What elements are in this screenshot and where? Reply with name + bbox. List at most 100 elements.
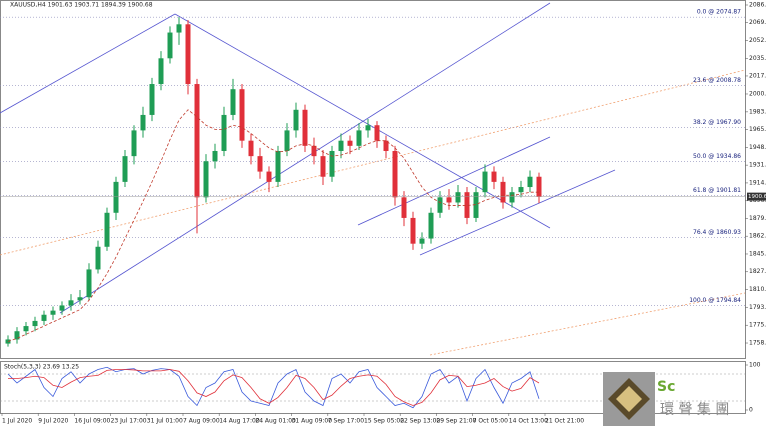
candle-body: [275, 150, 281, 182]
y-tick-label: 1931.25: [749, 162, 766, 169]
candle-body: [356, 130, 362, 146]
trend-line: [429, 292, 746, 356]
trend-line: [174, 13, 551, 229]
logo-mark: Sc: [657, 379, 675, 395]
candle-body: [437, 197, 443, 213]
candle-body: [401, 197, 407, 218]
x-tick-label: 21 Oct 21:00: [545, 418, 584, 425]
x-tick-label: 31 Aug 09:00: [292, 418, 333, 425]
fib-label: 50.0 @ 1934.86: [693, 153, 741, 160]
y-tick-label: 1879.50: [749, 215, 766, 222]
x-tick-label: 24 Aug 01:00: [255, 418, 296, 425]
y-tick-label: 2017.85: [749, 72, 766, 79]
main-panel: [0, 0, 746, 359]
candle-body: [86, 269, 92, 298]
indicator-line: [8, 369, 540, 406]
x-tick-label: 14 Aug 17:00: [219, 418, 260, 425]
candle-body: [131, 130, 137, 157]
indicator-line: [7, 366, 540, 409]
candle-body: [383, 140, 389, 151]
candle-body: [77, 297, 83, 301]
indicator-title: Stoch(5,3,3) 23.69 13.25: [4, 364, 79, 371]
x-tick-label: 29 Sep 21:00: [436, 418, 476, 425]
y-tick-label: 1965.90: [749, 126, 766, 133]
candle-body: [446, 197, 452, 203]
candle-body: [257, 156, 263, 172]
candle-body: [239, 89, 245, 141]
candle-body: [104, 212, 110, 247]
orange-lines: [0, 69, 746, 356]
indicator-tick-label: 0: [749, 407, 753, 414]
x-tick-label: 15 Sep 05:00: [364, 418, 404, 425]
candle-body: [293, 109, 299, 131]
y-tick-label: 1827.75: [749, 268, 766, 275]
candle-body: [455, 192, 461, 203]
candle-body: [527, 176, 533, 188]
candle-body: [158, 58, 164, 85]
x-tick-label: 7 Oct 05:00: [473, 418, 508, 425]
trend-line: [357, 136, 551, 226]
y-tick-label: 1758.55: [749, 340, 766, 347]
candle-body: [122, 156, 128, 182]
x-tick-label: 31 Jul 01:00: [147, 418, 183, 425]
x-tick-label: 7 Sep 17:00: [328, 418, 364, 425]
candle-body: [320, 156, 326, 177]
y-tick-label: 1914.00: [749, 179, 766, 186]
candle-body: [410, 217, 416, 244]
candle-body: [419, 238, 425, 244]
y-tick-label: 1983.00: [749, 108, 766, 115]
candle-body: [365, 125, 371, 131]
candle-body: [338, 140, 344, 151]
candle-body: [266, 171, 272, 182]
candle-body: [50, 310, 56, 315]
last-price-label: 1900.68: [748, 194, 766, 200]
candle-body: [167, 32, 173, 59]
trend-line: [59, 2, 551, 314]
y-tick-label: 1845.00: [749, 250, 766, 257]
x-tick-label: 7 Aug 09:00: [183, 418, 220, 425]
x-tick-label: 9 Jul 2020: [38, 418, 68, 425]
candle-body: [536, 176, 542, 197]
y-tick-label: 2069.60: [749, 19, 766, 26]
y-tick-label: 1775.80: [749, 322, 766, 329]
candle-body: [203, 161, 209, 198]
candle-body: [185, 24, 191, 85]
candle-body: [311, 145, 317, 157]
indicator-tick-label: 100: [749, 362, 761, 369]
candle-body: [509, 192, 515, 203]
candle-body: [221, 114, 227, 151]
candle-body: [113, 181, 119, 213]
y-tick-label: 2035.00: [749, 55, 766, 62]
candle-body: [23, 326, 29, 332]
candle-body: [140, 114, 146, 131]
x-tick-label: 14 Oct 13:00: [509, 418, 548, 425]
y-tick-label: 1948.45: [749, 144, 766, 151]
candle-body: [14, 331, 20, 340]
candle-body: [392, 150, 398, 198]
y-tick-label: 2052.25: [749, 37, 766, 44]
candle-body: [59, 305, 65, 311]
candle-body: [149, 84, 155, 115]
fib-label: 100.0 @ 1794.84: [689, 297, 741, 304]
y-tick-label: 1810.50: [749, 286, 766, 293]
candle-body: [68, 300, 74, 306]
logo-diamond: [616, 386, 642, 412]
x-tick-label: 23 Jul 17:00: [111, 418, 147, 425]
candle-body: [347, 140, 353, 146]
y-tick-label: 1896.70: [749, 197, 766, 204]
x-tick-label: 1 Jul 2020: [2, 418, 32, 425]
y-tick-label: 2000.35: [749, 90, 766, 97]
y-tick-label: 1793.25: [749, 304, 766, 311]
fib-label: 76.4 @ 1860.93: [693, 229, 741, 236]
y-tick-label: 2086.75: [749, 1, 766, 8]
last-price-box: [747, 192, 766, 201]
candle-body: [518, 187, 524, 193]
candle-body: [374, 125, 380, 141]
candle-body: [329, 150, 335, 177]
candle-body: [212, 150, 218, 162]
candle-body: [95, 246, 101, 270]
candle-body: [32, 320, 38, 327]
candle-body: [284, 130, 290, 151]
logo: Sc 環 聲 集 團: [603, 372, 729, 426]
x-tick-label: 16 Jul 09:00: [74, 418, 110, 425]
